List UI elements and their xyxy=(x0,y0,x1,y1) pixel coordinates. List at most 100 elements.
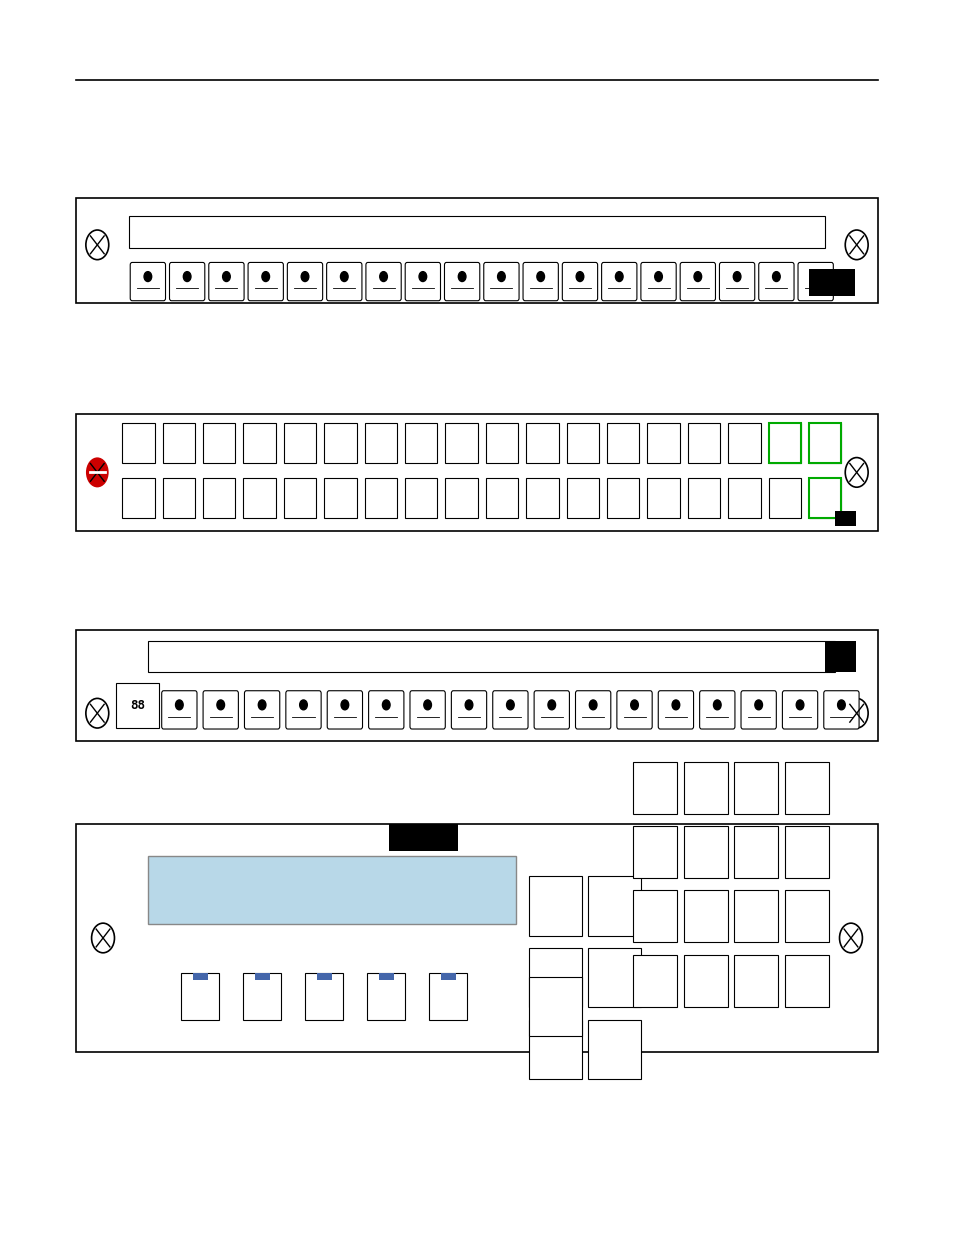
Bar xyxy=(203,478,235,517)
Bar xyxy=(283,424,315,463)
Bar xyxy=(808,424,841,463)
Circle shape xyxy=(457,272,465,282)
Circle shape xyxy=(506,700,514,710)
Bar xyxy=(162,424,194,463)
Bar xyxy=(367,973,405,1020)
Bar xyxy=(566,424,598,463)
Bar xyxy=(683,890,727,942)
Circle shape xyxy=(837,700,844,710)
FancyBboxPatch shape xyxy=(366,262,401,301)
Bar xyxy=(588,948,640,1008)
Circle shape xyxy=(811,272,819,282)
Circle shape xyxy=(341,700,348,710)
Circle shape xyxy=(144,272,152,282)
Bar xyxy=(784,826,828,878)
Circle shape xyxy=(537,272,544,282)
Bar xyxy=(181,973,219,1020)
Bar xyxy=(529,1020,581,1079)
Bar xyxy=(687,424,720,463)
FancyBboxPatch shape xyxy=(327,690,362,729)
Bar xyxy=(633,826,677,878)
Circle shape xyxy=(258,700,266,710)
Bar xyxy=(122,478,154,517)
Bar xyxy=(808,478,841,517)
FancyBboxPatch shape xyxy=(781,690,817,729)
Bar xyxy=(324,424,356,463)
Bar xyxy=(647,478,679,517)
Bar xyxy=(116,683,159,727)
Bar xyxy=(429,973,467,1020)
Bar xyxy=(193,973,208,981)
Bar xyxy=(529,948,581,1008)
Bar xyxy=(588,877,640,936)
Circle shape xyxy=(379,272,387,282)
Bar xyxy=(683,826,727,878)
Circle shape xyxy=(713,700,720,710)
FancyBboxPatch shape xyxy=(483,262,518,301)
Bar xyxy=(529,977,581,1036)
Bar xyxy=(784,955,828,1007)
Bar xyxy=(243,973,281,1020)
FancyBboxPatch shape xyxy=(534,690,569,729)
Bar xyxy=(808,269,854,296)
Bar xyxy=(148,641,834,672)
Bar xyxy=(727,424,760,463)
FancyBboxPatch shape xyxy=(286,690,321,729)
Bar xyxy=(808,424,841,463)
Circle shape xyxy=(301,272,309,282)
FancyBboxPatch shape xyxy=(244,690,279,729)
FancyBboxPatch shape xyxy=(368,690,403,729)
Bar xyxy=(76,630,877,741)
FancyBboxPatch shape xyxy=(209,262,244,301)
Bar xyxy=(633,762,677,814)
FancyBboxPatch shape xyxy=(640,262,676,301)
Circle shape xyxy=(222,272,230,282)
FancyBboxPatch shape xyxy=(170,262,205,301)
Circle shape xyxy=(183,272,191,282)
Bar xyxy=(808,478,841,517)
Bar xyxy=(824,641,855,672)
Bar xyxy=(76,414,877,531)
FancyBboxPatch shape xyxy=(248,262,283,301)
Circle shape xyxy=(589,700,597,710)
Bar xyxy=(768,424,801,463)
Circle shape xyxy=(733,272,740,282)
Bar xyxy=(316,973,332,981)
Bar xyxy=(647,424,679,463)
FancyBboxPatch shape xyxy=(130,262,166,301)
Bar xyxy=(633,890,677,942)
Bar xyxy=(734,762,778,814)
Bar xyxy=(404,424,436,463)
FancyBboxPatch shape xyxy=(719,262,754,301)
Circle shape xyxy=(85,457,110,489)
Bar xyxy=(529,877,581,936)
Bar xyxy=(485,478,517,517)
FancyBboxPatch shape xyxy=(617,690,652,729)
Bar xyxy=(588,1020,640,1079)
Bar xyxy=(129,216,824,248)
Circle shape xyxy=(772,272,780,282)
FancyBboxPatch shape xyxy=(822,690,858,729)
Bar xyxy=(734,955,778,1007)
Bar xyxy=(76,824,877,1052)
Bar xyxy=(389,824,457,851)
Circle shape xyxy=(340,272,348,282)
Bar xyxy=(445,424,477,463)
Circle shape xyxy=(497,272,505,282)
Circle shape xyxy=(796,700,803,710)
Bar xyxy=(440,973,456,981)
Circle shape xyxy=(216,700,224,710)
Bar xyxy=(203,424,235,463)
Bar xyxy=(768,478,801,517)
FancyBboxPatch shape xyxy=(797,262,833,301)
Bar xyxy=(566,478,598,517)
FancyBboxPatch shape xyxy=(758,262,793,301)
Bar xyxy=(734,826,778,878)
Bar xyxy=(834,511,855,526)
FancyBboxPatch shape xyxy=(451,690,486,729)
FancyBboxPatch shape xyxy=(575,690,610,729)
FancyBboxPatch shape xyxy=(740,690,776,729)
Bar xyxy=(445,478,477,517)
FancyBboxPatch shape xyxy=(658,690,693,729)
Bar xyxy=(364,478,396,517)
